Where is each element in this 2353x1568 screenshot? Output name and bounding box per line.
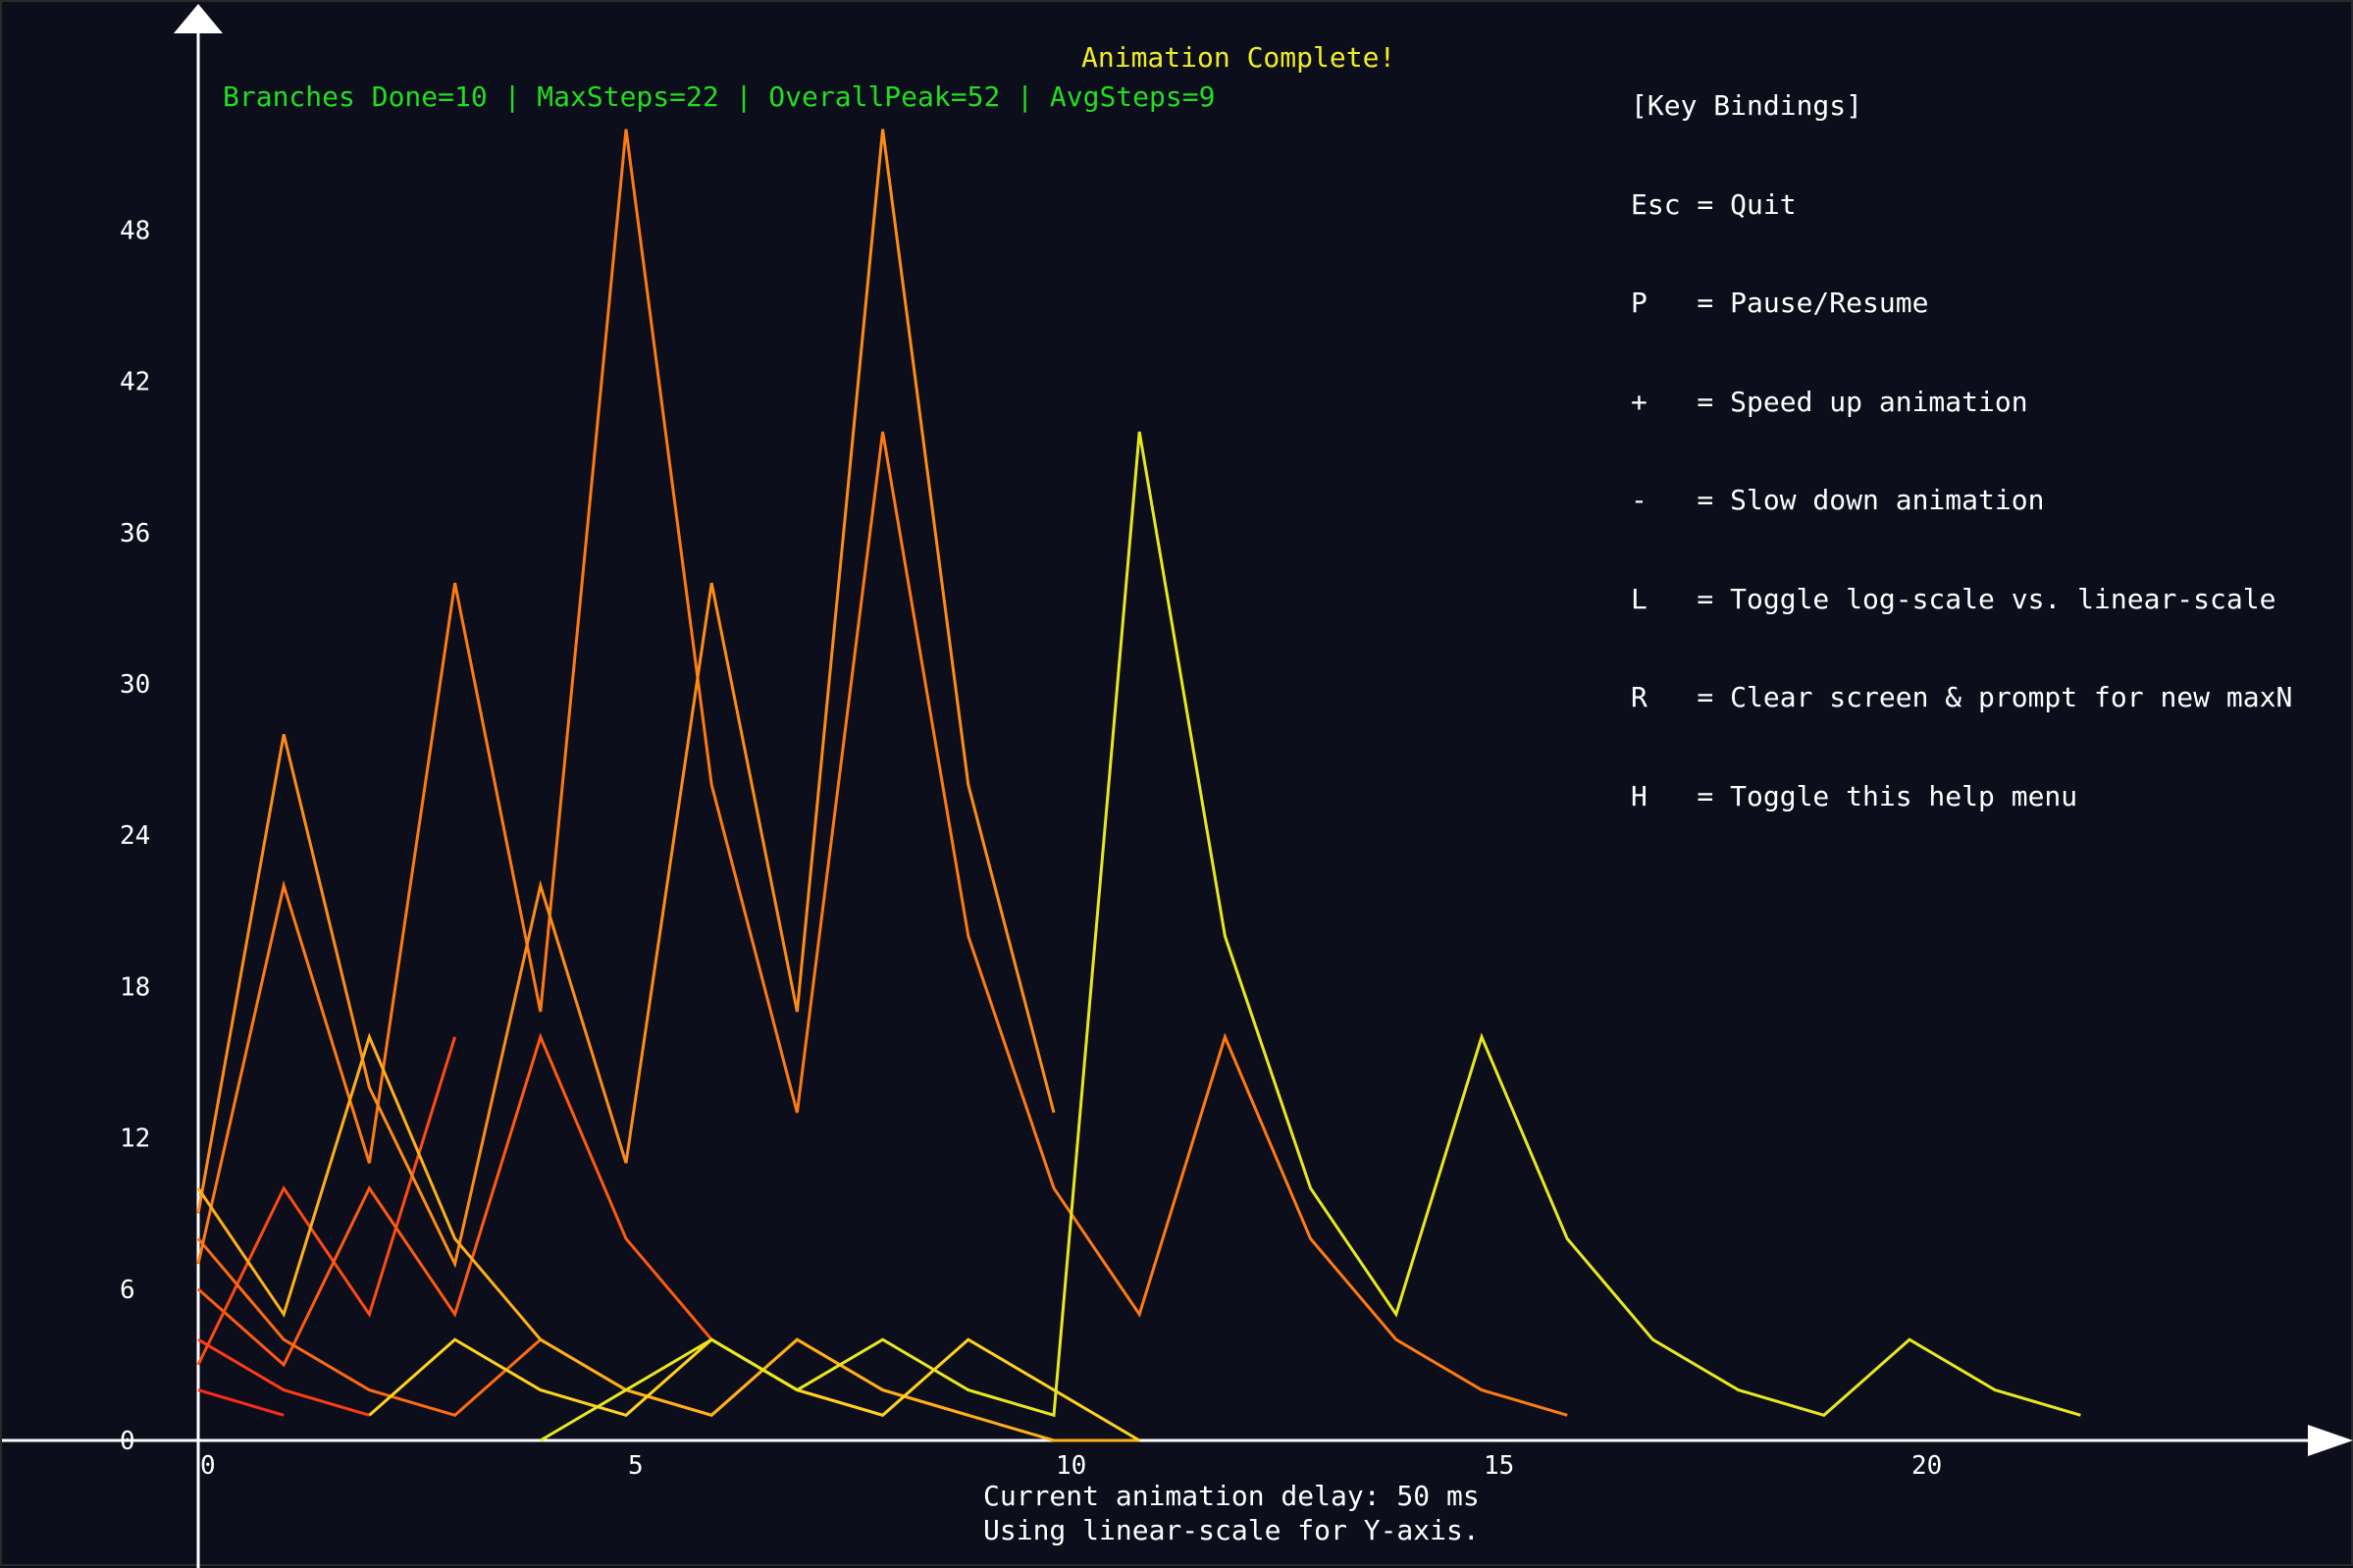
series-line bbox=[196, 1036, 457, 1366]
branch-summary: Branches Done=10 | MaxSteps=22 | Overall… bbox=[223, 80, 1216, 113]
help-line: - = Slow down animation bbox=[1631, 484, 2045, 516]
x-tick-label: 5 bbox=[628, 1451, 644, 1481]
key-bindings-help: [Key Bindings] Esc = Quit P = Pause/Resu… bbox=[1631, 24, 2292, 878]
x-tick-label: 10 bbox=[1056, 1451, 1086, 1481]
animation-complete-label: Animation Complete! bbox=[1081, 41, 1396, 74]
x-tick-label: 20 bbox=[1911, 1451, 1942, 1481]
x-tick-label: 15 bbox=[1484, 1451, 1514, 1481]
x-tick-label: 0 bbox=[200, 1451, 216, 1481]
y-tick-label: 12 bbox=[120, 1124, 150, 1154]
y-tick-label: 30 bbox=[120, 670, 150, 700]
help-line: Esc = Quit bbox=[1631, 187, 1797, 221]
y-tick-label: 18 bbox=[120, 972, 150, 1002]
delay-readout: Current animation delay: 50 ms bbox=[983, 1480, 1480, 1512]
y-tick-label: 42 bbox=[120, 368, 150, 397]
series-line bbox=[540, 431, 2081, 1442]
help-line: R = Clear screen & prompt for new maxN bbox=[1631, 681, 2293, 713]
help-line: P = Pause/Resume bbox=[1631, 287, 1929, 319]
series-line bbox=[196, 129, 1056, 1269]
series-line bbox=[196, 1237, 969, 1417]
y-tick-label: 36 bbox=[120, 519, 150, 549]
series-lines bbox=[196, 129, 2081, 1442]
x-axis-arrow bbox=[2308, 1425, 2353, 1456]
help-line: + = Speed up animation bbox=[1631, 385, 2028, 418]
series-line bbox=[197, 1388, 285, 1417]
series-line bbox=[196, 1032, 1140, 1442]
help-line: H = Toggle this help menu bbox=[1631, 779, 2078, 812]
series-line bbox=[196, 129, 1568, 1417]
scale-readout: Using linear-scale for Y-axis. bbox=[983, 1514, 1480, 1546]
help-line: [Key Bindings] bbox=[1631, 89, 1863, 122]
y-tick-label: 24 bbox=[120, 821, 150, 851]
y-axis-arrow bbox=[174, 4, 223, 33]
series-line bbox=[197, 1337, 370, 1417]
help-line: L = Toggle log-scale vs. linear-scale bbox=[1631, 582, 2276, 615]
y-tick-label: 48 bbox=[120, 216, 150, 245]
series-line bbox=[197, 1032, 884, 1417]
tick-labels: 0 6 12 18 24 30 36 42 48 0 5 10 15 20 bbox=[120, 216, 1942, 1481]
y-tick-label: 6 bbox=[120, 1276, 135, 1305]
axes bbox=[2, 4, 2353, 1568]
y-tick-label: 0 bbox=[120, 1427, 135, 1456]
